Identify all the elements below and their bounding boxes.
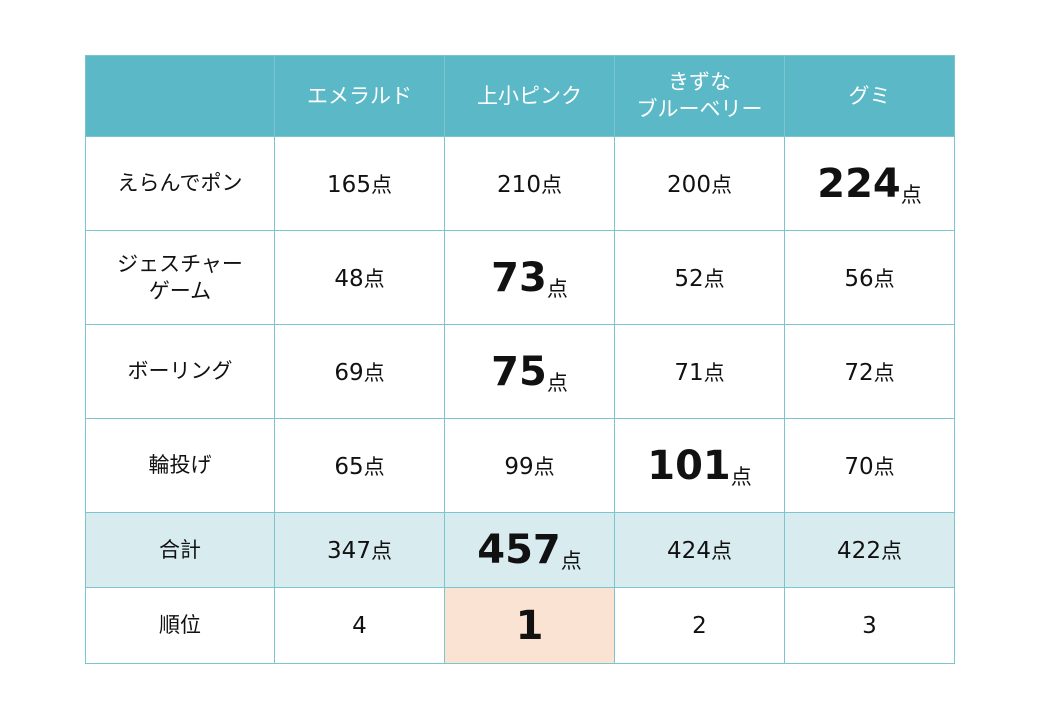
event-row: 輪投げ 65点 99点 101点 70点 — [85, 418, 955, 513]
score-value: 424 — [667, 538, 711, 564]
rank-value: 2 — [692, 612, 707, 639]
score-value: 70 — [844, 453, 874, 480]
score-cell: 48点 — [274, 230, 445, 325]
total-row: 合計 347点 457点 424点 422点 — [85, 512, 955, 588]
score-value: 101 — [647, 442, 731, 489]
score-cell: 71点 — [614, 324, 785, 419]
row-label: ジェスチャー ゲーム — [85, 230, 275, 325]
score-cell: 210点 — [444, 136, 615, 231]
score-unit: 点 — [710, 539, 732, 563]
score-unit: 点 — [730, 464, 752, 489]
row-label: えらんでポン — [85, 136, 275, 231]
score-value: 210 — [497, 171, 541, 198]
score-table: エメラルド 上小ピンク きずな ブルーベリー グミ えらんでポン 165点 210点… — [85, 55, 955, 664]
score-unit: 点 — [370, 172, 392, 197]
event-row: えらんでポン 165点 210点 200点 224点 — [85, 136, 955, 231]
score-cell: 422点 — [784, 512, 955, 588]
score-value: 72 — [844, 359, 874, 386]
team-header: エメラルド — [274, 55, 445, 137]
score-value: 200 — [667, 171, 711, 198]
score-value: 48 — [334, 265, 364, 292]
score-value: 75 — [491, 348, 547, 395]
score-unit: 点 — [370, 539, 392, 563]
score-unit: 点 — [900, 182, 922, 207]
rank-row: 順位 4 1 2 3 — [85, 587, 955, 664]
rank-value: 4 — [352, 612, 367, 639]
score-value: 457 — [477, 527, 561, 573]
row-label: 合計 — [85, 512, 275, 588]
score-value: 52 — [674, 265, 704, 292]
score-cell: 72点 — [784, 324, 955, 419]
score-unit: 点 — [873, 266, 895, 291]
score-cell: 56点 — [784, 230, 955, 325]
score-value: 69 — [334, 359, 364, 386]
score-cell: 73点 — [444, 230, 615, 325]
score-cell: 457点 — [444, 512, 615, 588]
score-value: 99 — [504, 453, 534, 480]
score-unit: 点 — [873, 454, 895, 479]
score-cell: 424点 — [614, 512, 785, 588]
score-cell: 99点 — [444, 418, 615, 513]
rank-cell: 1 — [444, 587, 615, 664]
score-value: 422 — [837, 538, 881, 564]
score-cell: 65点 — [274, 418, 445, 513]
score-cell: 224点 — [784, 136, 955, 231]
score-value: 347 — [327, 538, 371, 564]
row-label: 順位 — [85, 587, 275, 664]
score-cell: 75点 — [444, 324, 615, 419]
score-value: 71 — [674, 359, 704, 386]
event-row: ジェスチャー ゲーム 48点 73点 52点 56点 — [85, 230, 955, 325]
score-unit: 点 — [880, 539, 902, 563]
score-value: 73 — [491, 254, 547, 301]
row-label: ボーリング — [85, 324, 275, 419]
score-unit: 点 — [703, 266, 725, 291]
score-unit: 点 — [363, 266, 385, 291]
score-unit: 点 — [363, 360, 385, 385]
score-cell: 70点 — [784, 418, 955, 513]
rank-value: 1 — [515, 602, 544, 649]
team-header: 上小ピンク — [444, 55, 615, 137]
rank-value: 3 — [862, 612, 877, 639]
score-cell: 52点 — [614, 230, 785, 325]
rank-cell: 2 — [614, 587, 785, 664]
score-unit: 点 — [363, 454, 385, 479]
score-value: 224 — [817, 160, 901, 207]
header-corner — [85, 55, 275, 137]
header-row: エメラルド 上小ピンク きずな ブルーベリー グミ — [85, 55, 955, 137]
score-unit: 点 — [546, 276, 568, 301]
score-cell: 347点 — [274, 512, 445, 588]
score-unit: 点 — [533, 454, 555, 479]
rank-cell: 3 — [784, 587, 955, 664]
score-value: 56 — [844, 265, 874, 292]
score-value: 165 — [327, 171, 371, 198]
score-cell: 101点 — [614, 418, 785, 513]
team-header: グミ — [784, 55, 955, 137]
row-label: 輪投げ — [85, 418, 275, 513]
team-header: きずな ブルーベリー — [614, 55, 785, 137]
score-unit: 点 — [710, 172, 732, 197]
score-unit: 点 — [560, 549, 582, 573]
score-value: 65 — [334, 453, 364, 480]
score-unit: 点 — [546, 370, 568, 395]
score-cell: 165点 — [274, 136, 445, 231]
score-cell: 200点 — [614, 136, 785, 231]
score-cell: 69点 — [274, 324, 445, 419]
score-unit: 点 — [540, 172, 562, 197]
rank-cell: 4 — [274, 587, 445, 664]
score-unit: 点 — [873, 360, 895, 385]
event-row: ボーリング 69点 75点 71点 72点 — [85, 324, 955, 419]
score-unit: 点 — [703, 360, 725, 385]
